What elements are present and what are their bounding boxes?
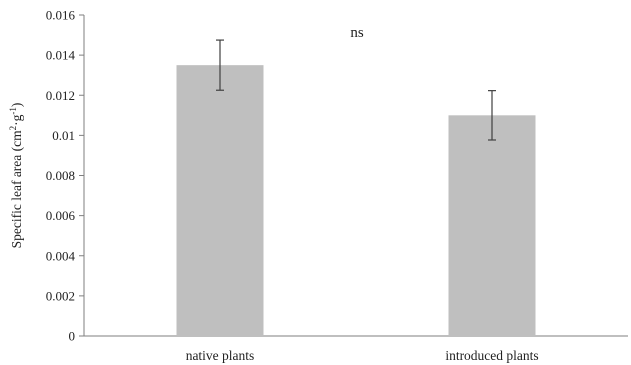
y-tick-label: 0.004 (46, 248, 76, 263)
y-axis-title-mid: ·g (9, 114, 24, 125)
y-tick-label: 0.016 (46, 8, 76, 23)
y-axis-ticks: 0 0.002 0.004 0.006 0.008 0.01 0.012 0.014 0.016 (46, 8, 84, 344)
bar-native-plants (176, 65, 264, 336)
y-tick-label: 0.014 (46, 48, 76, 63)
y-axis-title-sup2: -1 (8, 107, 18, 115)
y-tick-label: 0.006 (46, 208, 76, 223)
x-category-label: native plants (186, 348, 255, 363)
bars (176, 39, 536, 336)
bar-introduced-plants (448, 115, 536, 336)
y-tick-label: 0.002 (46, 288, 75, 303)
x-axis-labels: native plants introduced plants (186, 348, 539, 363)
y-axis-title-end: ) (9, 103, 24, 108)
y-axis-title: Specific leaf area (cm2·g-1) (8, 103, 24, 249)
y-tick-label: 0 (69, 329, 76, 344)
y-axis-title-sup1: 2 (8, 126, 18, 131)
x-category-label: introduced plants (445, 348, 538, 363)
y-tick-label: 0.008 (46, 168, 75, 183)
significance-annotation: ns (350, 25, 364, 41)
y-axis-title-base: Specific leaf area (cm (9, 130, 24, 249)
y-tick-label: 0.012 (46, 88, 75, 103)
y-tick-label: 0.01 (52, 128, 75, 143)
